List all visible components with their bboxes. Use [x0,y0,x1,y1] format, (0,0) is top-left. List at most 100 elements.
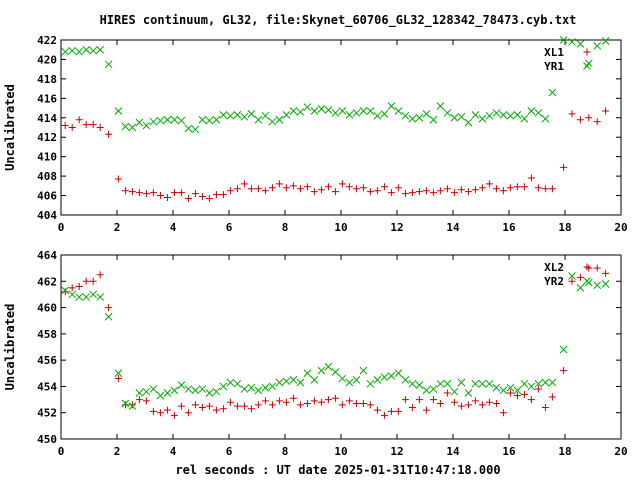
data-point [601,37,610,45]
data-point [338,374,347,383]
data-point [324,396,332,404]
data-point [191,190,199,198]
data-point [415,188,423,196]
data-point [478,114,487,123]
data-point [135,389,144,397]
data-point [219,382,228,391]
data-point [61,288,69,296]
data-point [128,402,137,410]
data-point [576,284,585,292]
data-point [499,386,508,395]
data-point [338,180,346,188]
data-point [198,403,206,411]
x-tick-label: 2 [114,221,121,234]
data-point [394,107,403,115]
data-point [233,185,241,193]
data-point [366,107,375,115]
data-point [422,110,431,118]
data-point [478,379,487,388]
data-point [261,111,270,120]
data-point [373,376,382,384]
data-point [401,190,409,198]
data-point [443,185,451,193]
data-point [387,189,395,197]
data-point [527,396,535,404]
data-point [513,183,521,191]
y-tick-label: 412 [37,131,57,144]
data-point [436,102,445,110]
legend-marker [583,263,591,271]
data-point [373,111,382,120]
data-point [121,187,129,195]
data-point [317,398,325,406]
y-tick-label: 406 [37,190,57,203]
data-point [75,293,84,301]
data-point [156,391,165,400]
data-point [408,379,417,388]
data-point [184,124,193,133]
data-point [464,389,473,397]
data-point [401,396,409,404]
data-point [184,194,192,202]
legend-label: YR2 [544,275,564,288]
data-point [443,389,451,397]
x-tick-label: 6 [226,445,233,458]
data-point [548,185,556,193]
lower-panel: Uncalibrated 0 2 4 6 8 10 12 14 16 18 20 450 452 454 45… [3,249,628,458]
data-point [387,372,396,380]
data-point [75,283,83,291]
data-point [247,110,256,118]
x-tick-label: 14 [446,221,460,234]
data-point [331,109,340,117]
x-tick-label: 16 [502,221,516,234]
data-point [568,110,576,118]
y-tick-label: 404 [37,209,57,222]
data-point [394,407,402,415]
data-point [89,277,97,285]
data-point [303,369,312,378]
data-point [317,186,325,194]
data-point [163,194,171,201]
chart-title: HIRES continuum, GL32, file:Skynet_60706… [100,13,577,28]
data-point [170,189,178,197]
data-point [261,383,270,392]
data-point [247,405,255,413]
data-point [128,188,136,196]
data-point [68,290,77,299]
data-point [198,115,207,124]
data-point [560,367,568,375]
data-point [568,277,576,285]
data-point [233,111,242,119]
data-point [75,47,84,56]
data-point [450,398,458,406]
x-tick-label: 12 [390,221,403,234]
data-point [191,401,199,409]
data-point [121,399,130,408]
data-point [149,117,158,126]
series-xl2 [61,264,610,419]
data-point [541,185,549,193]
data-point [429,396,437,404]
data-point [331,368,340,376]
data-point [429,385,438,393]
data-point [471,397,479,405]
data-point [464,188,472,196]
data-point [345,378,354,387]
data-point [170,411,178,419]
data-point [233,379,242,388]
data-point [68,46,77,55]
data-point [457,112,466,121]
y-tick-label: 416 [37,92,57,105]
x-tick-label: 18 [558,445,571,458]
y-tick-label: 452 [37,407,57,420]
data-point [75,116,83,124]
data-point [317,105,326,113]
data-point [156,409,164,417]
legend-marker [583,62,591,70]
data-point [68,124,76,131]
data-point [422,406,430,414]
data-point [68,284,76,292]
data-point [429,115,438,124]
data-point [492,383,501,392]
data-point [394,369,403,378]
